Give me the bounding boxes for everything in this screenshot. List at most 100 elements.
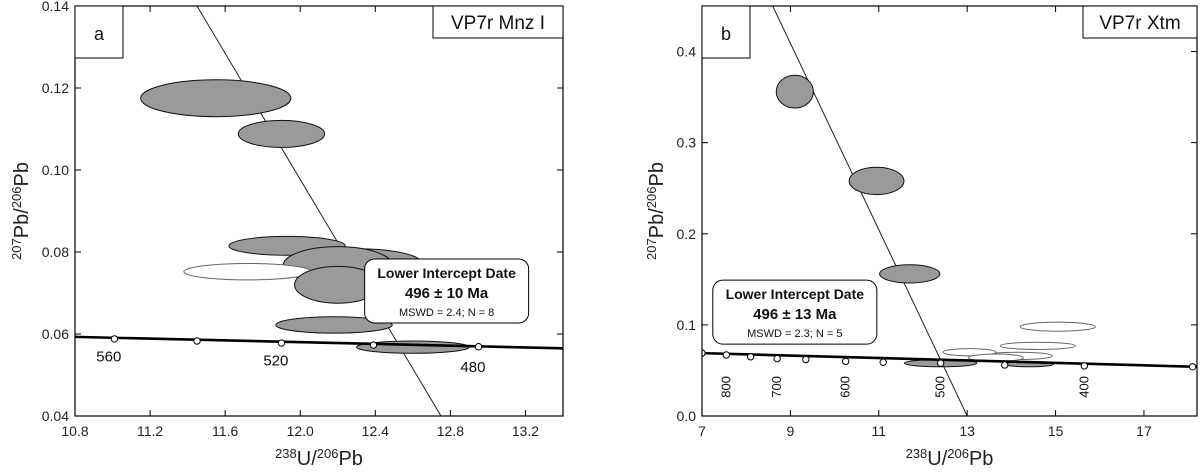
data-ellipse-1 — [775, 74, 814, 109]
y-axis-label-sup2: 206 — [644, 187, 659, 209]
panel-label: a — [94, 24, 105, 44]
concordia-age-marker-3 — [746, 353, 755, 361]
concordia-age-marker-3 — [277, 339, 286, 347]
x-axis-label-base1: U/ — [297, 448, 317, 470]
concordia-age-label: 480 — [460, 359, 485, 376]
plot-frame — [701, 5, 1198, 417]
concordia-curve — [75, 335, 563, 350]
sample-title: VP7r Mnz I — [451, 13, 545, 34]
concordia-age-marker-1 — [110, 335, 119, 343]
x-tick-label: 13.2 — [512, 423, 539, 439]
y-tick-label: 0.1 — [677, 317, 697, 333]
intercept-value: 496 ± 13 Ma — [753, 306, 837, 323]
data-ellipse-8 — [275, 316, 393, 334]
y-tick-label: 0.14 — [42, 0, 69, 14]
x-axis-label-sup1: 238 — [275, 446, 297, 461]
y-axis-label-sup1: 207 — [9, 238, 24, 260]
y-axis-label-base1: Pb/ — [646, 208, 668, 238]
intercept-result-box — [364, 258, 530, 324]
concordia-age-label: 500 — [933, 376, 948, 398]
y-axis-label-base2: Pb — [646, 162, 668, 186]
plot-area — [702, 6, 1197, 416]
concordia-age-marker-5 — [474, 343, 483, 351]
y-tick-label: 0.06 — [42, 326, 69, 342]
y-axis-label-sup2: 206 — [9, 187, 24, 209]
x-axis-label-sup2: 206 — [317, 446, 339, 461]
panel-label-box — [74, 5, 124, 59]
concordia-age-label: 700 — [769, 376, 784, 398]
y-axis-label-base2: Pb — [11, 162, 33, 186]
concordia-age-marker-7 — [879, 358, 887, 366]
concordia-age-marker-11 — [1188, 363, 1197, 371]
x-tick-label: 13 — [959, 423, 975, 439]
concordia-age-label: 520 — [263, 353, 288, 370]
data-ellipse-3 — [879, 264, 941, 284]
concordia-age-marker-6 — [841, 357, 850, 366]
regression-line — [772, 6, 968, 416]
data-ellipse-2 — [848, 166, 905, 196]
x-axis-label-base1: U/ — [927, 448, 947, 470]
data-ellipse-4 — [1019, 321, 1096, 332]
x-tick-label: 11.6 — [212, 423, 238, 439]
concordia-age-marker-2 — [193, 337, 201, 345]
x-axis-label-base2: Pb — [338, 448, 362, 470]
y-tick-label: 0.04 — [42, 408, 69, 424]
intercept-result-box — [712, 279, 878, 345]
x-tick-label: 11.2 — [137, 423, 163, 439]
regression-line — [196, 6, 442, 416]
y-tick-label: 0.3 — [677, 135, 697, 151]
x-axis-label: 238U/206Pb — [275, 446, 363, 470]
sample-title-box — [432, 5, 564, 39]
x-tick-label: 7 — [698, 423, 706, 439]
concordia-age-marker-8 — [936, 359, 945, 367]
concordia-age-marker-9 — [1001, 361, 1009, 369]
concordia-age-marker-5 — [802, 355, 810, 364]
x-tick-label: 10.8 — [61, 423, 88, 439]
x-tick-label: 12.8 — [437, 423, 464, 439]
x-tick-label: 11 — [872, 423, 887, 439]
y-axis-label-base1: Pb/ — [11, 208, 33, 238]
x-axis-label-sup1: 238 — [906, 446, 928, 461]
x-tick-label: 12.4 — [362, 423, 389, 439]
y-tick-label: 0.10 — [42, 162, 69, 178]
concordia-age-marker-2 — [722, 351, 731, 359]
y-tick-label: 0.0 — [677, 408, 697, 424]
data-ellipse-6 — [183, 262, 312, 281]
data-ellipse-1 — [140, 79, 292, 118]
sample-title: VP7r Xtm — [1099, 13, 1180, 34]
y-axis-label: 207Pb/206Pb — [9, 162, 33, 260]
concordia-age-marker-4 — [773, 354, 781, 363]
intercept-stats: MSWD = 2.4; N = 8 — [399, 307, 494, 319]
intercept-value: 496 ± 10 Ma — [405, 285, 489, 302]
panel-b-chart: 800 700 600 500 400 7 9 11 13 15 17 0.0 0.1 0.2 0.3 0.4… — [644, 5, 1198, 470]
concordia-age-marker-4 — [369, 341, 378, 349]
data-ellipse-5 — [999, 341, 1076, 350]
intercept-stats: MSWD = 2.3; N = 5 — [747, 328, 842, 340]
concordia-age-marker-10 — [1080, 362, 1088, 370]
data-ellipse-2 — [237, 119, 326, 148]
x-tick-label: 9 — [786, 423, 794, 439]
x-axis-label: 238U/206Pb — [906, 446, 994, 470]
panel-label: b — [721, 24, 731, 44]
y-tick-label: 0.4 — [677, 44, 697, 60]
x-tick-label: 17 — [1136, 423, 1152, 439]
y-tick-label: 0.2 — [677, 226, 697, 242]
y-tick-label: 0.08 — [42, 244, 69, 260]
x-tick-label: 12.0 — [287, 423, 314, 439]
plot-area — [75, 6, 563, 416]
x-axis-label-sup2: 206 — [947, 446, 969, 461]
plot-frame — [74, 5, 564, 417]
concordia-age-label: 800 — [718, 376, 733, 398]
x-tick-label: 15 — [1048, 423, 1064, 439]
sample-title-box — [1082, 5, 1198, 39]
panel-label-box — [701, 5, 751, 59]
concordia-age-label: 560 — [96, 349, 121, 366]
y-axis-label-sup1: 207 — [644, 238, 659, 260]
concordia-age-label: 600 — [838, 376, 853, 398]
concordia-age-label: 400 — [1076, 376, 1091, 398]
panel-a-chart: 560 520 480 10.8 11.2 11.6 12.0 12.4 12.8 13.2 0.0… — [9, 0, 564, 470]
concordia-age-marker-1 — [702, 349, 706, 357]
x-axis-label-base2: Pb — [969, 448, 993, 470]
y-axis-label: 207Pb/206Pb — [644, 162, 668, 260]
